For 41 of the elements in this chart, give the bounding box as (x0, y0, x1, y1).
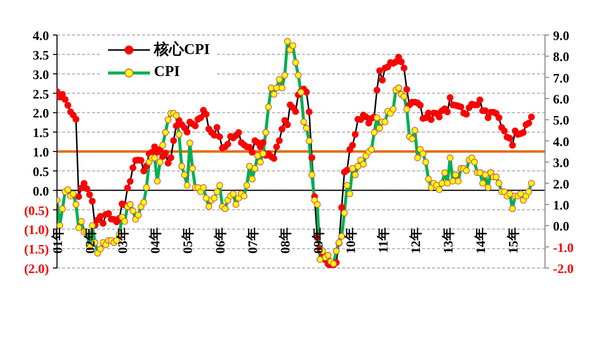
y-tick-label: 4.0 (32, 28, 49, 43)
y-tick-label: 3.0 (32, 66, 49, 82)
x-tick-label: 02年 (82, 228, 98, 254)
legend-label: 核心CPI (154, 40, 210, 59)
y2-tick-label: 3.0 (553, 155, 570, 170)
legend-label: CPI (154, 64, 180, 81)
y2-tick-label: 2.0 (553, 176, 570, 192)
x-tick-label: 10年 (342, 228, 358, 254)
y2-tick-label: 8.0 (553, 49, 570, 64)
x-tick-label: 12年 (408, 228, 423, 254)
y2-tick-label: 6.0 (553, 92, 570, 107)
y2-tick-label: 9.0 (553, 28, 570, 43)
x-tick-label: 04年 (148, 228, 163, 254)
x-tick-label: 11年 (375, 228, 390, 253)
y2-tick-label: -1.0 (553, 240, 574, 255)
x-tick-label: 08年 (278, 228, 293, 254)
y2-tick-label: 0.0 (553, 218, 570, 234)
x-tick-label: 06年 (212, 228, 228, 254)
y-tick-label: 1.5 (32, 125, 50, 140)
y2-tick-label: 1.0 (553, 197, 570, 212)
x-tick-label: 13年 (440, 228, 456, 254)
y-tick-label: (0.5) (24, 202, 49, 218)
x-tick-label: 07年 (245, 228, 260, 254)
y2-tick-label: 7.0 (553, 70, 570, 86)
y2-tick-label: 4.0 (553, 134, 570, 149)
x-tick-label: 15年 (505, 228, 520, 254)
y-tick-label: 3.5 (32, 47, 50, 62)
y-tick-label: 2.0 (32, 106, 49, 121)
y-tick-label: 0.0 (32, 183, 49, 198)
x-tick-label: 14年 (472, 228, 488, 254)
y-tick-label: 2.5 (32, 86, 50, 102)
y-tick-label: (2.0) (24, 261, 49, 276)
y-tick-label: (1.0) (24, 222, 49, 238)
x-tick-label: 09年 (310, 228, 326, 254)
y-tick-label: 1.0 (32, 144, 49, 160)
x-tick-label: 05年 (180, 228, 196, 254)
x-tick-label: 03年 (115, 228, 130, 254)
y2-tick-label: 5.0 (553, 112, 570, 128)
y-tick-label: (1.5) (24, 242, 49, 257)
y-tick-label: 0.5 (32, 164, 50, 179)
y2-tick-label: -2.0 (553, 261, 574, 276)
